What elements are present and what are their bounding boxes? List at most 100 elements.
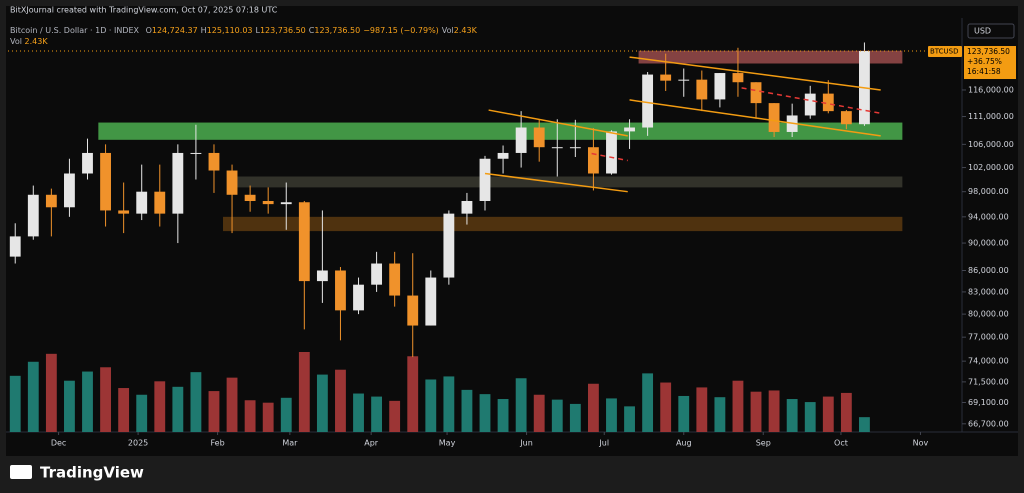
zone [98,122,903,140]
volume-bar [569,403,581,432]
candle-body [9,236,21,257]
candle-body [624,127,635,132]
y-tick-label: 111,000.00 [968,112,1014,121]
volume-bar [172,386,184,432]
volume-bar [82,371,93,432]
volume-bar [479,394,491,432]
x-tick-label: 2025 [128,439,148,448]
volume-key: Vol [10,37,22,46]
volume-bar [804,402,816,432]
volume-bar [262,402,274,432]
candle-body [425,277,437,326]
x-tick-label: Apr [364,439,379,448]
x-tick-label: Mar [282,439,298,448]
candle-body [244,194,256,201]
volume-legend: Vol 2.43K [10,37,48,46]
trend-line [741,87,881,115]
trend-line [629,99,881,137]
volume-value: 2.43K [454,26,478,35]
legend-row: Bitcoin / U.S. Dollar · 1D · INDEX O124,… [10,26,478,35]
zone [223,216,903,232]
ohlc-key: H [201,26,207,35]
volume-bar [335,369,346,432]
volume-bar [9,375,21,432]
price-tag [964,46,1016,80]
y-tick-label: 116,000.00 [968,85,1014,94]
candle-body [479,158,491,201]
volume-bar [425,379,437,432]
candle-body [82,152,93,174]
candle-body [353,284,364,311]
y-tick-label: 98,000.00 [968,187,1009,196]
volume-bar [136,394,148,432]
volume-bar [678,395,690,432]
volume-bar [515,378,527,432]
volume-bar [353,393,364,432]
candle-body [190,152,202,154]
symbol: Bitcoin / U.S. Dollar · 1D · INDEX [10,26,140,35]
candle-body [316,270,328,282]
x-tick-label: Oct [834,439,848,448]
volume-bar [768,390,780,432]
volume-bar [316,374,328,432]
ohlc-key: O [146,26,152,35]
candle-body [804,93,816,116]
currency-box[interactable] [967,23,1015,39]
volume-bar [786,399,798,432]
candle-body [569,147,581,149]
volume-bar [371,396,383,432]
ohlc-value: 124,724.37 [152,26,198,35]
ohlc-value: 123,736.50 [260,26,306,35]
candle-body [768,103,780,132]
volume-bar [208,391,220,432]
zone [233,176,903,188]
x-tick-label: Feb [211,439,225,448]
volume-bar [244,400,256,432]
volume-bar [64,380,75,432]
volume-bar [624,406,635,432]
y-tick-label: 77,000.00 [968,333,1009,342]
candle-body [45,194,57,208]
candle-body [642,74,654,128]
volume-bar [551,399,563,432]
y-tick-label: 90,000.00 [968,239,1009,248]
volume-value: 2.43K [25,37,49,46]
volume-bar [859,417,870,432]
candle-body [208,152,220,171]
volume-bar [407,356,419,432]
candle-body [27,194,39,237]
candle-body [497,152,509,159]
ohlc-value: 125,110.03 [207,26,253,35]
x-tick-label: Jun [519,439,533,448]
candle-body [840,111,852,125]
attribution: BitXJournal created with TradingView.com… [10,6,278,15]
currency[interactable]: USD [974,27,991,36]
volume-bar [642,373,654,432]
ohlc-key: L [256,26,261,35]
volume-bar [660,382,672,432]
last-change: +36.75% [967,57,1002,66]
x-tick-label: Aug [676,439,692,448]
volume-key: Vol [442,26,454,35]
volume-bar [461,389,473,432]
brand-logo [10,465,32,479]
candle-body [298,202,310,282]
ticker-box [928,46,962,58]
candle-body [515,127,527,153]
candle-body [118,210,130,214]
volume-bar [298,352,310,432]
candle-body [714,73,726,100]
volume-bar [533,394,545,432]
volume-bar [732,380,744,432]
candle-body [407,295,419,326]
countdown: 16:41:58 [967,67,1001,76]
candle-body [136,191,148,214]
candle-body [154,191,166,214]
x-tick-label: May [439,439,456,448]
x-tick-label: Dec [51,439,66,448]
candle-body [696,79,708,100]
change: −987.15 (−0.79%) [363,26,439,35]
candle-body [822,93,834,112]
volume-bar [497,399,509,432]
